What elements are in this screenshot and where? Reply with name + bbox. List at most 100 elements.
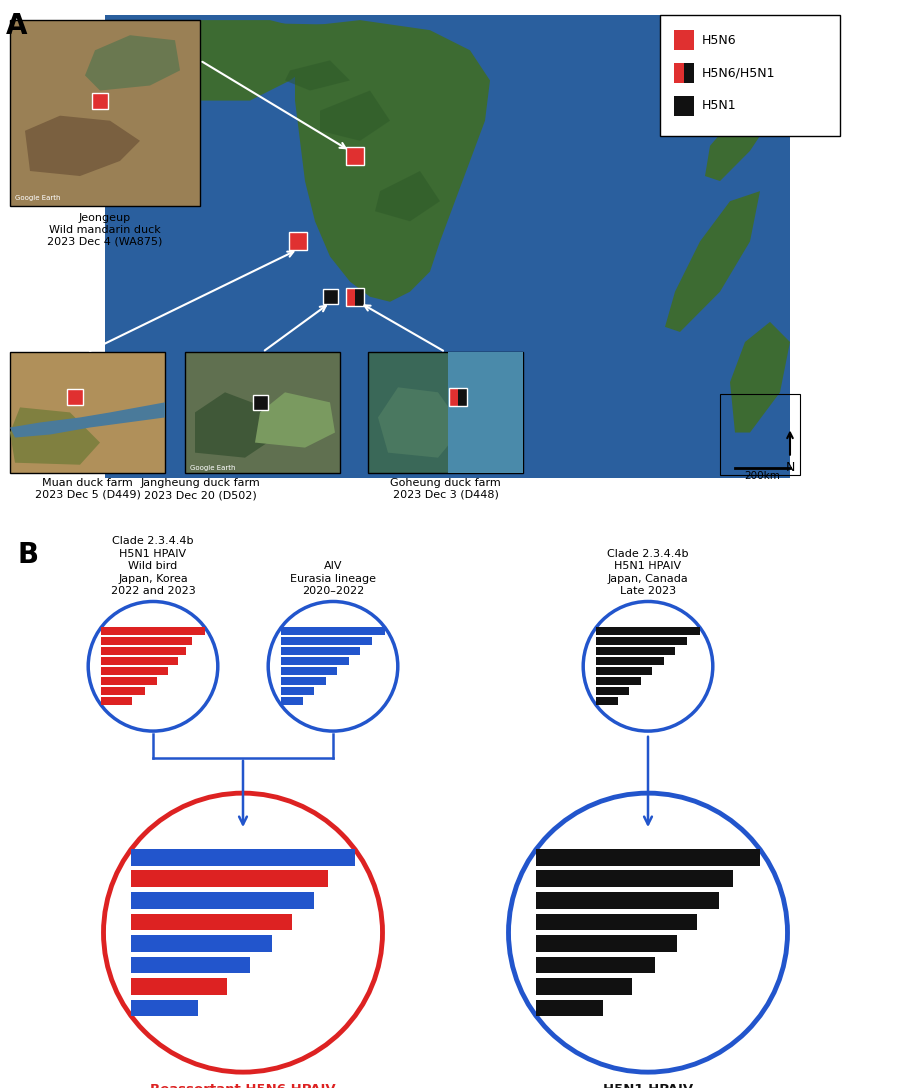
Bar bbox=[131, 978, 228, 994]
Bar bbox=[536, 1000, 603, 1016]
Bar bbox=[92, 92, 108, 109]
Bar bbox=[458, 388, 467, 407]
Polygon shape bbox=[10, 403, 165, 437]
Polygon shape bbox=[705, 90, 770, 181]
Text: AIV
Eurasia lineage
2020–2022: AIV Eurasia lineage 2020–2022 bbox=[290, 561, 376, 596]
Bar bbox=[596, 697, 618, 705]
Polygon shape bbox=[255, 393, 335, 447]
Bar bbox=[596, 688, 629, 695]
Bar bbox=[10, 20, 200, 207]
Bar bbox=[131, 956, 249, 974]
Text: H5N6/H5N1: H5N6/H5N1 bbox=[702, 67, 776, 79]
Bar bbox=[101, 647, 186, 655]
Bar bbox=[131, 1000, 198, 1016]
Bar bbox=[101, 638, 193, 645]
Bar bbox=[674, 63, 684, 84]
Text: Clade 2.3.4.4b
H5N1 HPAIV
Japan, Canada
Late 2023: Clade 2.3.4.4b H5N1 HPAIV Japan, Canada … bbox=[608, 548, 688, 596]
Polygon shape bbox=[285, 60, 350, 90]
Text: H5N1 HPAIV: H5N1 HPAIV bbox=[603, 1084, 693, 1088]
Bar bbox=[281, 667, 338, 676]
Polygon shape bbox=[10, 407, 100, 465]
Ellipse shape bbox=[508, 793, 788, 1072]
Bar bbox=[596, 647, 675, 655]
Bar bbox=[346, 147, 364, 165]
Polygon shape bbox=[25, 115, 140, 176]
Text: Google Earth: Google Earth bbox=[190, 465, 236, 471]
Bar bbox=[596, 657, 663, 665]
Bar bbox=[281, 678, 326, 685]
Polygon shape bbox=[85, 35, 180, 90]
Bar bbox=[346, 287, 355, 306]
Bar bbox=[536, 892, 719, 908]
Bar bbox=[289, 233, 307, 250]
Bar bbox=[131, 870, 328, 887]
Bar bbox=[281, 647, 360, 655]
Polygon shape bbox=[195, 393, 275, 458]
Polygon shape bbox=[320, 90, 390, 140]
Bar bbox=[355, 287, 364, 306]
Bar bbox=[131, 849, 355, 866]
Polygon shape bbox=[665, 191, 760, 332]
Bar bbox=[101, 667, 167, 676]
Bar bbox=[448, 353, 523, 473]
Text: B: B bbox=[18, 542, 39, 569]
Bar bbox=[596, 667, 652, 676]
Text: H5N1: H5N1 bbox=[702, 99, 736, 112]
Bar bbox=[281, 628, 385, 635]
Bar bbox=[105, 15, 790, 478]
Bar bbox=[101, 628, 205, 635]
Polygon shape bbox=[105, 20, 330, 100]
Polygon shape bbox=[378, 387, 463, 458]
Bar bbox=[281, 657, 348, 665]
Bar bbox=[131, 892, 314, 908]
Text: A: A bbox=[6, 12, 28, 40]
Bar bbox=[449, 388, 458, 407]
Polygon shape bbox=[375, 171, 440, 221]
Bar bbox=[101, 678, 158, 685]
Bar bbox=[536, 978, 633, 994]
Bar bbox=[185, 353, 340, 473]
Text: Goheung duck farm
2023 Dec 3 (D448): Goheung duck farm 2023 Dec 3 (D448) bbox=[390, 478, 501, 499]
Bar bbox=[536, 870, 733, 887]
Bar bbox=[674, 96, 694, 115]
Bar bbox=[253, 395, 267, 410]
Polygon shape bbox=[720, 15, 770, 90]
Bar bbox=[596, 638, 688, 645]
Bar bbox=[596, 628, 700, 635]
Bar bbox=[674, 30, 694, 50]
Bar bbox=[281, 697, 303, 705]
Bar bbox=[67, 390, 83, 406]
Text: Jeongeup
Wild mandarin duck
2023 Dec 4 (WA875): Jeongeup Wild mandarin duck 2023 Dec 4 (… bbox=[48, 213, 163, 247]
Bar bbox=[684, 63, 694, 84]
Text: 2023 Dec 20 (D502): 2023 Dec 20 (D502) bbox=[144, 491, 256, 500]
Bar bbox=[131, 935, 272, 952]
Polygon shape bbox=[105, 20, 360, 96]
Bar bbox=[281, 688, 314, 695]
Text: 200km: 200km bbox=[744, 471, 780, 481]
Bar bbox=[322, 289, 338, 305]
Text: Reassortant H5N6 HPAIV: Reassortant H5N6 HPAIV bbox=[150, 1084, 336, 1088]
Bar bbox=[368, 353, 523, 473]
Text: N: N bbox=[786, 460, 795, 473]
Bar bbox=[596, 678, 641, 685]
Bar bbox=[131, 914, 292, 930]
Bar bbox=[536, 935, 677, 952]
Ellipse shape bbox=[583, 602, 713, 731]
Bar bbox=[660, 15, 840, 136]
Bar bbox=[720, 394, 800, 474]
Ellipse shape bbox=[104, 793, 382, 1072]
Bar bbox=[101, 697, 132, 705]
Text: Google Earth: Google Earth bbox=[15, 195, 60, 201]
Bar bbox=[101, 657, 178, 665]
Bar bbox=[281, 638, 373, 645]
Bar bbox=[449, 388, 467, 407]
Text: Clade 2.3.4.4b
H5N1 HPAIV
Wild bird
Japan, Korea
2022 and 2023: Clade 2.3.4.4b H5N1 HPAIV Wild bird Japa… bbox=[111, 536, 195, 596]
Polygon shape bbox=[270, 20, 490, 301]
Bar bbox=[101, 688, 145, 695]
Ellipse shape bbox=[268, 602, 398, 731]
Bar bbox=[536, 849, 760, 866]
Text: H5N6: H5N6 bbox=[702, 34, 736, 47]
Text: Jangheung duck farm: Jangheung duck farm bbox=[140, 478, 260, 487]
Ellipse shape bbox=[88, 602, 218, 731]
Bar bbox=[10, 353, 165, 473]
